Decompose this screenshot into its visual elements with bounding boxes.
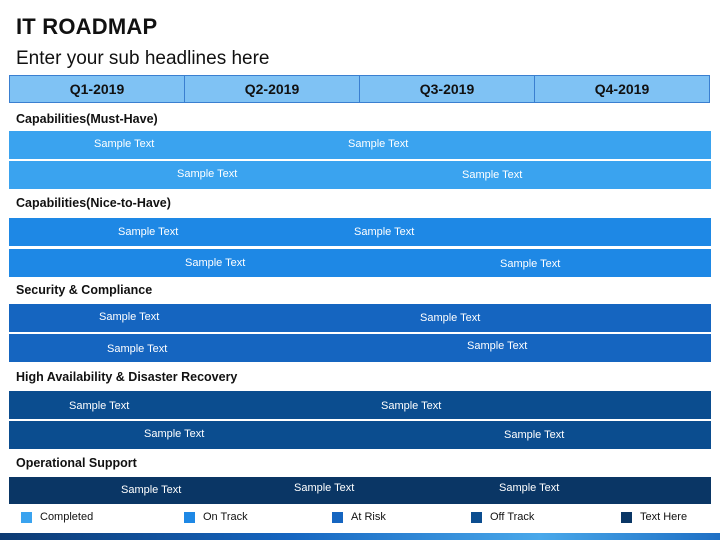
legend-item-text-here: Text Here	[621, 511, 687, 523]
legend-label: At Risk	[351, 511, 386, 523]
legend-item-on-track: On Track	[184, 511, 248, 523]
legend-swatch	[184, 511, 195, 523]
section-title-security-compliance: Security & Compliance	[16, 283, 153, 297]
bar-label: Sample Text	[94, 138, 155, 150]
bar-label: Sample Text	[348, 138, 409, 150]
bar-label: Sample Text	[177, 168, 238, 180]
quarter-q1: Q1-2019	[10, 76, 185, 102]
legend-label: Off Track	[490, 511, 535, 523]
bar-label: Sample Text	[69, 400, 130, 412]
legend-swatch	[621, 511, 632, 523]
bar-label: Sample Text	[107, 343, 168, 355]
bar-label: Sample Text	[499, 482, 560, 494]
bar-label: Sample Text	[500, 258, 561, 270]
section-title-operational-support: Operational Support	[16, 456, 137, 470]
quarter-q2: Q2-2019	[185, 76, 360, 102]
page-title: IT ROADMAP	[16, 14, 158, 39]
bar-label: Sample Text	[467, 340, 528, 352]
quarter-q4: Q4-2019	[535, 76, 709, 102]
section-title-capabilities-must-have: Capabilities(Must-Have)	[16, 112, 158, 126]
bar-label: Sample Text	[354, 226, 415, 238]
page-subtitle: Enter your sub headlines here	[16, 48, 270, 69]
roadmap-bar: Sample Text Sample Text Sample Text	[9, 477, 711, 504]
legend-label: Text Here	[640, 511, 688, 523]
section-title-high-availability: High Availability & Disaster Recovery	[16, 370, 238, 384]
legend-label: On Track	[203, 511, 248, 523]
bar-label: Sample Text	[185, 257, 246, 269]
roadmap-bar: Sample Text Sample Text	[9, 249, 711, 277]
roadmap-bar: Sample Text Sample Text	[9, 391, 711, 419]
bar-label: Sample Text	[121, 484, 182, 496]
bar-label: Sample Text	[504, 429, 565, 441]
quarter-q3: Q3-2019	[360, 76, 535, 102]
bar-label: Sample Text	[294, 482, 355, 494]
roadmap-bar: Sample Text Sample Text	[9, 304, 711, 332]
legend-swatch	[332, 511, 343, 523]
legend-swatch	[21, 511, 32, 523]
bar-label: Sample Text	[420, 312, 481, 324]
roadmap-bar: Sample Text Sample Text	[9, 218, 711, 246]
legend-swatch	[471, 511, 482, 523]
roadmap-bar: Sample Text Sample Text	[9, 161, 711, 189]
bar-label: Sample Text	[144, 428, 205, 440]
section-title-capabilities-nice-to-have: Capabilities(Nice-to-Have)	[16, 196, 171, 210]
legend-label: Completed	[40, 511, 94, 523]
legend: Completed On Track At Risk Off Track Tex…	[0, 511, 720, 527]
legend-item-off-track: Off Track	[471, 511, 534, 523]
legend-item-completed: Completed	[21, 511, 93, 523]
roadmap-bar: Sample Text Sample Text	[9, 131, 711, 159]
quarter-header: Q1-2019 Q2-2019 Q3-2019 Q4-2019	[9, 75, 710, 103]
bar-label: Sample Text	[118, 226, 179, 238]
bottom-decorative-strip	[0, 533, 720, 540]
roadmap-bar: Sample Text Sample Text	[9, 421, 711, 449]
roadmap-bar: Sample Text Sample Text	[9, 334, 711, 362]
bar-label: Sample Text	[462, 169, 523, 181]
bar-label: Sample Text	[381, 400, 442, 412]
legend-item-at-risk: At Risk	[332, 511, 386, 523]
bar-label: Sample Text	[99, 311, 160, 323]
